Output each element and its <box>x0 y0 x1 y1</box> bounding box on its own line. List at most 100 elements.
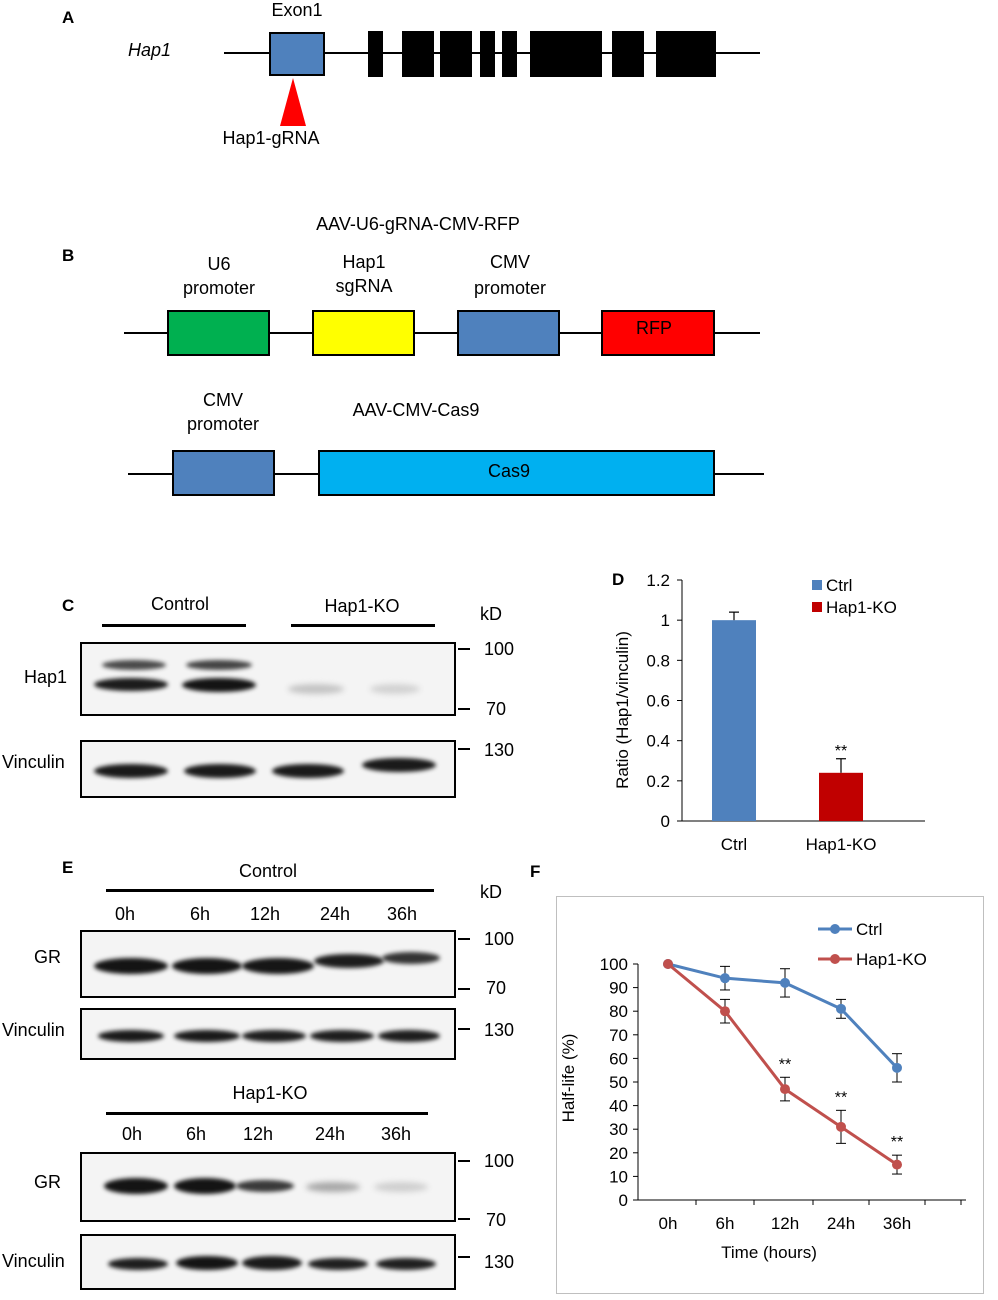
panel-letter-f: F <box>530 862 541 881</box>
mw-tick <box>458 1218 470 1220</box>
mw-tick <box>458 1028 470 1030</box>
legend-marker <box>830 924 840 934</box>
mw-130-label: 130 <box>484 740 515 760</box>
cas9-label: Cas9 <box>487 461 531 481</box>
bar-chart: Ratio (Hap1/vinculin) 00.20.40.60.811.2 … <box>613 571 925 854</box>
band <box>306 1182 360 1192</box>
cmv-promoter-label-1: CMV <box>490 252 530 272</box>
cmv-promoter-label-2: promoter <box>473 278 547 298</box>
rfp-label: RFP <box>636 318 672 338</box>
bars <box>712 611 863 821</box>
significance-star: ** <box>835 1089 847 1106</box>
significance-star: ** <box>891 1134 903 1151</box>
data-point <box>836 1003 846 1014</box>
data-point <box>780 977 790 988</box>
band <box>242 1030 306 1042</box>
control-group-label: Control <box>150 594 210 614</box>
ko-group-bar <box>106 1112 428 1115</box>
y-tick-label: 0.6 <box>646 692 670 711</box>
sgrna-label-1: Hap1 <box>342 252 386 272</box>
exon-box <box>656 31 716 77</box>
legend-swatch <box>812 602 822 612</box>
mw-tick <box>458 1160 470 1162</box>
time-label-24h: 24h <box>314 1124 346 1144</box>
legend-marker <box>830 954 840 964</box>
band <box>174 1030 240 1042</box>
u6-promoter-label-2: promoter <box>182 278 256 298</box>
exon-box <box>402 31 434 77</box>
y-tick-label: 50 <box>609 1073 628 1092</box>
band <box>308 1258 368 1270</box>
mw-100-label: 100 <box>484 639 515 659</box>
exon1-box <box>269 32 325 76</box>
series <box>663 959 902 1175</box>
y-ticks: 0 10 20 30 40 50 60 70 80 90 100 <box>600 955 638 1210</box>
band <box>314 954 384 968</box>
panel-letter-d: D <box>612 570 625 589</box>
ko-group-label: Hap1-KO <box>232 1083 308 1103</box>
data-point <box>720 1006 730 1017</box>
kd-label: kD <box>480 882 502 902</box>
time-label-0h: 0h <box>121 1124 143 1144</box>
grna-label: Hap1-gRNA <box>222 128 320 148</box>
band <box>184 764 256 778</box>
band <box>376 1258 436 1270</box>
data-point <box>663 959 673 969</box>
y-tick-label: 60 <box>609 1049 628 1068</box>
mw-tick <box>458 648 470 650</box>
y-tick-label: 100 <box>600 955 628 974</box>
row-label-hap1: Hap1 <box>24 667 68 687</box>
kd-label: kD <box>480 604 502 624</box>
mw-100-label: 100 <box>484 929 515 949</box>
bar <box>819 772 863 821</box>
row-label-vinculin: Vinculin <box>2 752 65 772</box>
legend: Ctrl Hap1-KO <box>818 920 927 969</box>
time-label-6h: 6h <box>189 904 211 924</box>
band <box>174 1178 236 1194</box>
row-label-gr: GR <box>34 947 61 967</box>
mw-tick <box>458 988 470 990</box>
band <box>94 958 168 974</box>
cmv2-promoter-label-1: CMV <box>203 390 243 410</box>
exon-box <box>502 31 517 77</box>
y-ticks: 0 0.2 0.4 0.6 0.8 1 1.2 <box>646 571 682 831</box>
time-label-36h: 36h <box>380 1124 412 1144</box>
band <box>172 958 242 974</box>
band <box>382 952 440 964</box>
x-tick-label: 6h <box>716 1214 735 1233</box>
y-tick-label: 30 <box>609 1120 628 1139</box>
cmv2-promoter-label-2: promoter <box>186 414 260 434</box>
control-group-bar <box>106 889 434 892</box>
legend-label: Hap1-KO <box>856 950 927 969</box>
x-ticks: Ctrl Hap1-KO <box>721 835 877 854</box>
y-axis-label: Ratio (Hap1/vinculin) <box>613 631 632 789</box>
construct2-title: AAV-CMV-Cas9 <box>352 400 480 420</box>
mw-tick <box>458 1256 470 1258</box>
construct1-title: AAV-U6-gRNA-CMV-RFP <box>316 214 520 234</box>
y-tick-label: 0 <box>661 812 670 831</box>
x-tick-label: 0h <box>659 1214 678 1233</box>
exon1-label: Exon1 <box>271 0 323 20</box>
mw-70-label: 70 <box>486 978 507 998</box>
time-label-12h: 12h <box>249 904 281 924</box>
band <box>242 1256 302 1270</box>
row-label-gr: GR <box>34 1172 61 1192</box>
y-tick-label: 0 <box>619 1191 628 1210</box>
time-label-6h: 6h <box>185 1124 207 1144</box>
y-axis-label: Half-life (%) <box>559 1034 578 1123</box>
gr-blot-ko <box>80 1152 456 1222</box>
exon-box <box>530 31 602 77</box>
band <box>236 1180 294 1192</box>
mw-tick <box>458 708 470 710</box>
panel-letter-c: C <box>62 596 75 615</box>
data-point <box>780 1084 790 1095</box>
chart-axes <box>637 964 966 1205</box>
cmv-promoter-box <box>457 310 560 356</box>
x-tick-label: 24h <box>827 1214 855 1233</box>
y-tick-label: 90 <box>609 979 628 998</box>
band <box>272 764 344 778</box>
band <box>104 1178 168 1194</box>
band <box>362 758 436 772</box>
vinculin-blot-ko <box>80 1234 456 1290</box>
band <box>242 958 314 974</box>
